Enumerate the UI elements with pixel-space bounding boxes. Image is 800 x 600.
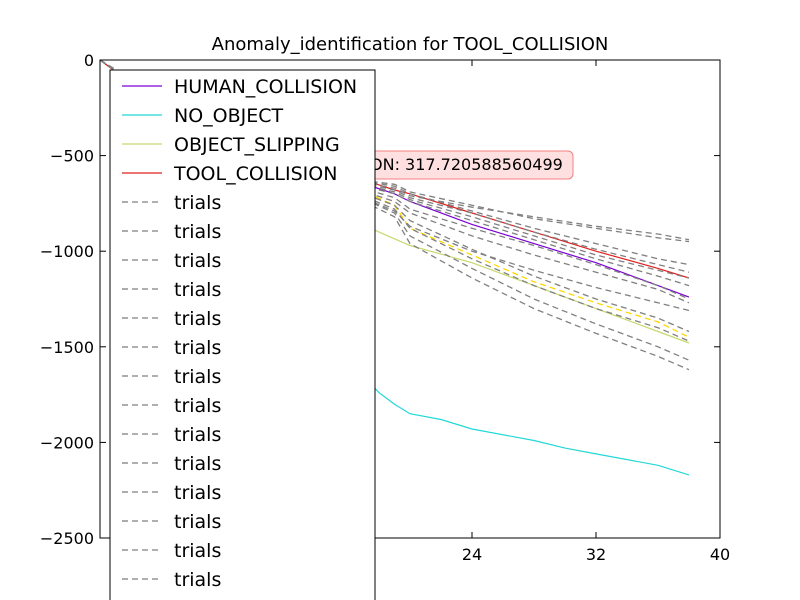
- legend-entry-label: trials: [174, 395, 221, 417]
- y-tick-label: −500: [50, 147, 94, 166]
- legend: HUMAN_COLLISION NO_OBJECT OBJECT_SLIPPING T…: [109, 69, 376, 600]
- legend-entry-label: trials: [174, 511, 221, 533]
- legend-entry-label: HUMAN_COLLISION: [174, 76, 357, 98]
- legend-entry-label: trials: [174, 221, 221, 243]
- x-tick-label: 24: [462, 545, 482, 564]
- legend-entry-label: trials: [174, 366, 221, 388]
- y-tick-label: 0: [84, 51, 94, 70]
- y-tick-label: −2000: [40, 433, 94, 452]
- x-tick-label: 32: [586, 545, 606, 564]
- legend-entry-label: trials: [174, 308, 221, 330]
- series-line-15: [100, 60, 690, 371]
- axis-layer: 0 −500 −1000 −1500 −2000 −2500 24 32 40: [40, 51, 730, 564]
- legend-entry-label: trials: [174, 424, 221, 446]
- legend-entry-label: TOOL_COLLISION: [173, 163, 337, 185]
- legend-entry-label: trials: [174, 192, 221, 214]
- x-tick-label: 40: [710, 545, 730, 564]
- legend-entry-label: OBJECT_SLIPPING: [174, 134, 340, 156]
- legend-entry-label: trials: [174, 569, 221, 591]
- legend-entry-label: trials: [174, 279, 221, 301]
- y-tick-label: −1500: [40, 338, 94, 357]
- legend-entry-label: trials: [174, 453, 221, 475]
- y-tick-label: −1000: [40, 242, 94, 261]
- legend-entry-label: trials: [174, 250, 221, 272]
- legend-box: [109, 69, 376, 600]
- legend-entry-label: trials: [174, 337, 221, 359]
- annotation-layer: ON: 317.720588560499: [354, 150, 574, 180]
- legend-entry-label: trials: [174, 540, 221, 562]
- legend-entry-label: NO_OBJECT: [174, 105, 284, 127]
- annotation-text: ON: 317.720588560499: [370, 155, 563, 174]
- plot-frame: [99, 59, 721, 539]
- legend-entry-label: trials: [174, 482, 221, 504]
- chart-title: Anomaly_identification for TOOL_COLLISIO…: [211, 34, 609, 55]
- y-tick-label: −2500: [40, 529, 94, 548]
